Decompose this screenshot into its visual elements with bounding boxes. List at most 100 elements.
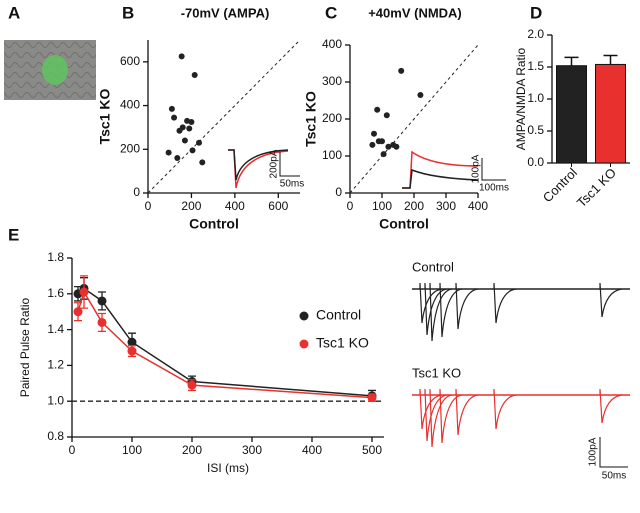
panel-label: B [122,3,134,22]
point [127,346,137,356]
point [187,380,197,390]
point [165,149,172,156]
x-tick-label: 600 [268,199,288,213]
trace-label: Control [412,259,454,274]
x-tick-label: 300 [242,443,262,457]
error-bar [603,54,618,65]
point [398,67,405,74]
y-tick-label: 200 [322,111,342,125]
x-tick-label: 500 [362,443,382,457]
bar [556,65,587,164]
trace [419,388,443,430]
point [181,137,188,144]
point [174,155,181,162]
point [171,114,178,121]
y-tick-label: 1.2 [47,358,64,372]
bar [595,63,626,164]
trace [439,282,463,338]
scale-label: 100pA [471,154,482,183]
trace [424,282,448,336]
scale-bar [279,152,300,177]
point [417,91,424,98]
y-tick-label: 0.8 [47,429,64,443]
y-tick-label: 100 [322,148,342,162]
x-tick-label: 400 [225,199,245,213]
x-tick-label: 400 [468,199,488,213]
y-tick-label: 0.0 [527,155,544,169]
point [367,393,377,403]
point [127,337,137,347]
panel-label: C [325,3,337,22]
y-tick-label: 200 [120,141,140,155]
x-tick-label: 100 [122,443,142,457]
x-tick-label: 100 [372,199,392,213]
legend-label: Tsc1 KO [316,335,369,351]
y-tick-label: 1.6 [47,286,64,300]
y-tick-label: 0.5 [527,123,544,137]
scale-label: 100pA [588,437,599,466]
scale-label: 100ms [479,183,509,194]
point [179,124,186,131]
trace [455,282,479,330]
scale-bar [599,437,628,468]
point [188,118,195,125]
point [374,106,381,113]
scale-label: 50ms [280,179,304,190]
point [168,105,175,112]
trace [419,282,443,324]
legend-marker [299,339,309,349]
chart-title: +40mV (NMDA) [368,5,462,20]
error-bar [564,56,579,66]
trace [424,388,448,442]
point [97,317,107,327]
y-axis-label: Tsc1 KO [97,89,113,145]
trace [402,150,479,189]
panel-label: D [530,3,542,22]
trace [599,282,623,318]
y-tick-label: 0 [335,185,342,199]
x-axis-label: Control [189,216,239,232]
x-tick-label: 200 [404,199,424,213]
point [79,287,89,297]
point [189,147,196,154]
trace [455,388,479,436]
x-tick-label: Tsc1 KO [574,165,619,210]
trace [493,282,517,324]
trace [429,282,453,342]
y-tick-label: 2.0 [527,27,544,41]
trace [493,388,517,430]
scale-bar [481,158,506,181]
point [379,138,385,145]
point [383,112,390,119]
y-axis-label: Paired Pulse Ratio [18,297,32,397]
point [385,143,392,150]
x-tick-label: 400 [302,443,322,457]
y-tick-label: 1.5 [527,59,544,73]
panel-label: A [8,3,20,22]
x-tick-label: 200 [181,199,201,213]
y-tick-label: 1.0 [527,91,544,105]
x-axis-label: ISI (ms) [207,461,249,475]
y-axis-label: Tsc1 KO [303,91,319,147]
x-tick-label: 0 [347,199,354,213]
trace [228,149,289,189]
trace [439,388,463,444]
point [371,130,377,137]
y-tick-label: 1.4 [47,322,64,336]
point [380,151,387,158]
y-tick-label: 1.8 [47,250,64,264]
y-tick-label: 400 [120,98,140,112]
unity-line [349,44,479,194]
y-tick-label: 400 [322,37,342,51]
y-tick-label: 300 [322,74,342,88]
chart-title: -70mV (AMPA) [181,5,270,20]
point [186,125,193,132]
point [199,159,206,166]
x-tick-label: 300 [436,199,456,213]
trace [402,168,479,189]
scale-label: 50ms [602,471,626,482]
point [97,296,107,306]
trace [599,388,623,424]
x-tick-label: 200 [182,443,202,457]
